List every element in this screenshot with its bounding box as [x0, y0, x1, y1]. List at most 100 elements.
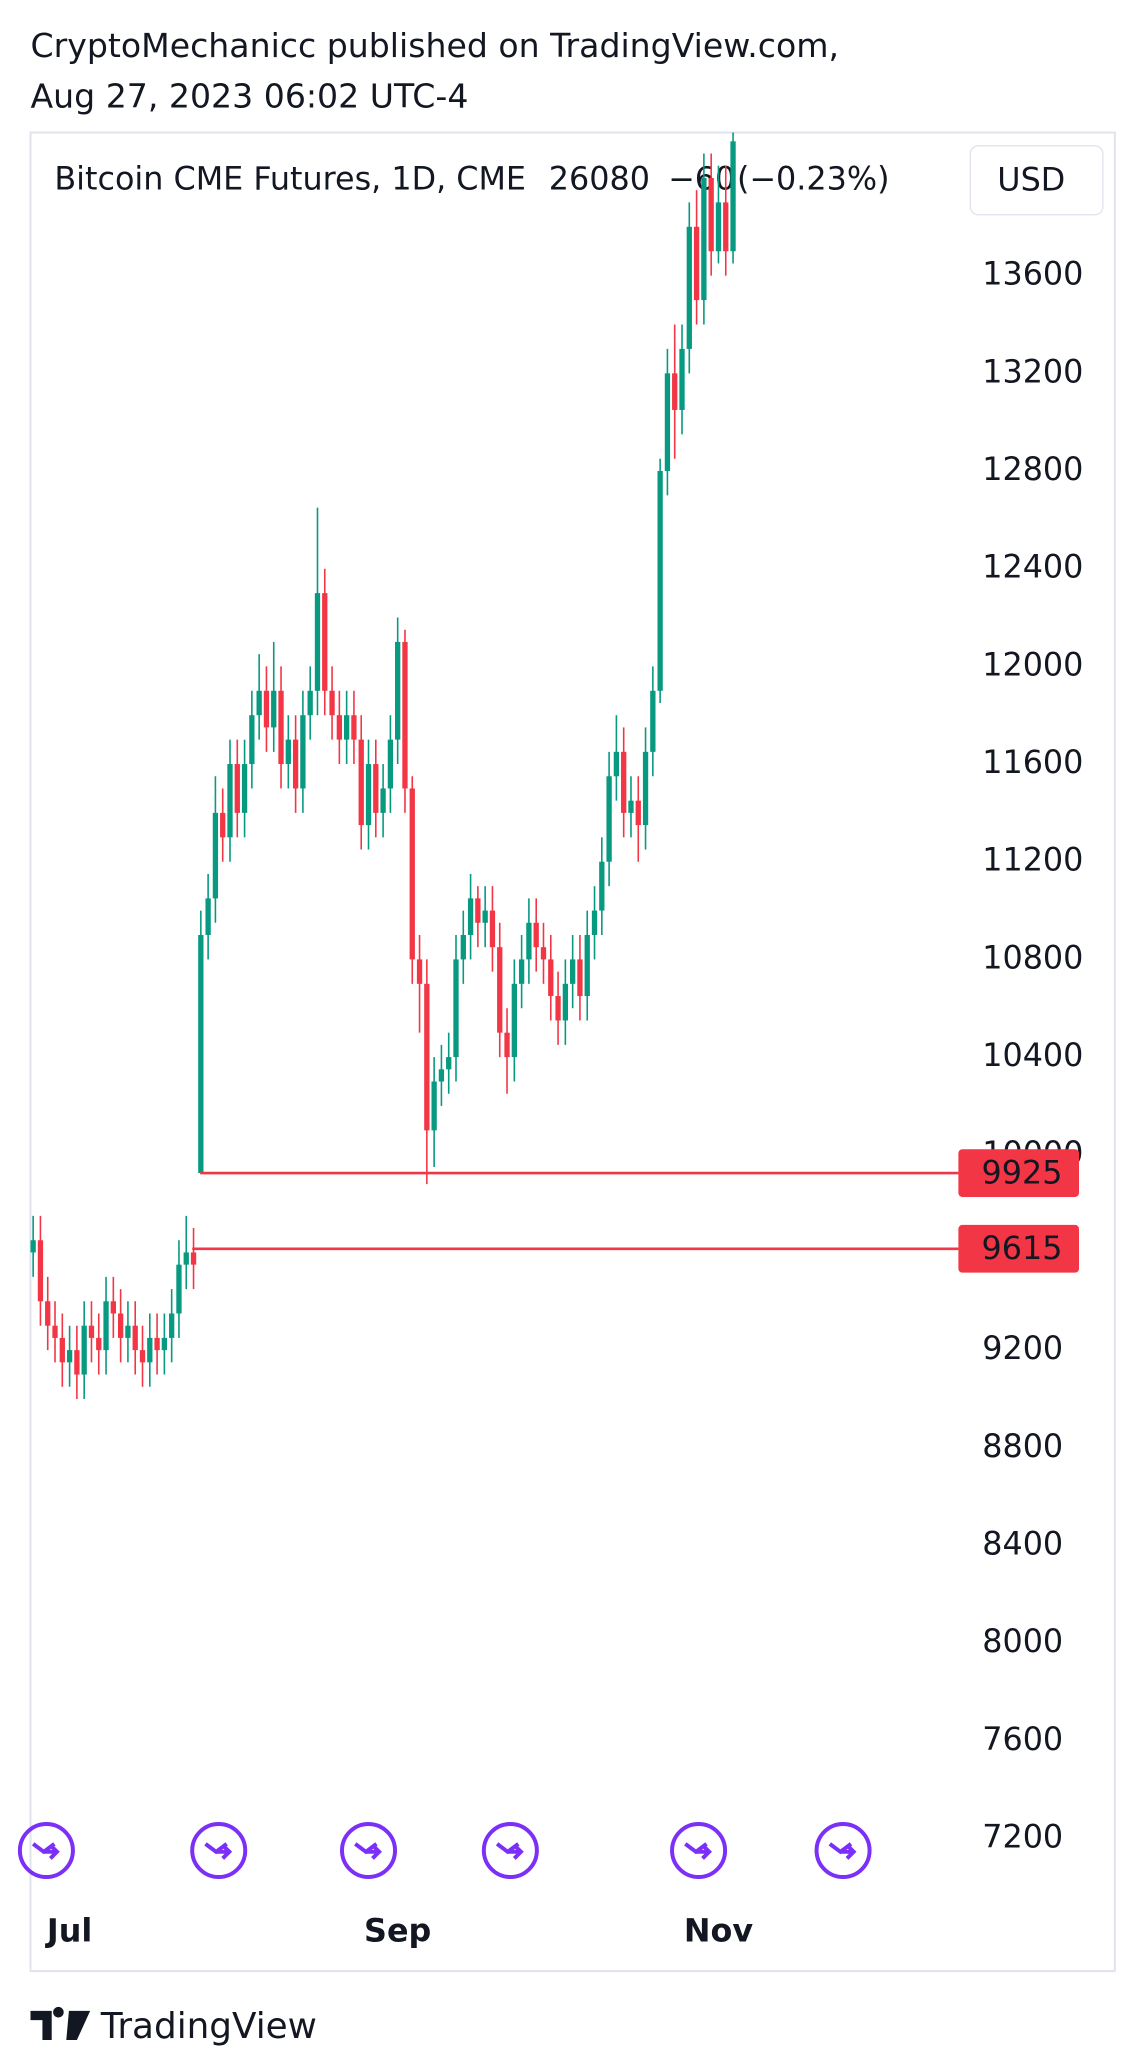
event-icon[interactable] [17, 1821, 75, 1879]
candle-body [518, 959, 525, 984]
candle-body [176, 1264, 182, 1314]
y-tick-label: 8800 [982, 1427, 1063, 1465]
y-tick-label: 11200 [982, 841, 1083, 879]
candle-body [358, 739, 364, 826]
candle-body [139, 1350, 146, 1363]
y-tick-label: 7600 [982, 1720, 1063, 1758]
price-label: 9615 [982, 1229, 1063, 1267]
candle-body [212, 812, 219, 899]
candle-body [169, 1313, 175, 1338]
candle-body [701, 177, 707, 301]
candle-body [482, 910, 488, 923]
price-label: 9925 [982, 1153, 1063, 1191]
event-icon[interactable] [670, 1821, 728, 1879]
brand: TradingView [100, 2006, 317, 2047]
candle-body [497, 947, 503, 1033]
candle-body [431, 1081, 437, 1131]
candle-body [30, 1240, 36, 1253]
candle-body [693, 226, 700, 301]
event-icon[interactable] [481, 1821, 539, 1879]
candle-body [715, 202, 722, 252]
candle-body [402, 641, 408, 789]
candle-body [467, 898, 474, 935]
candle-body [453, 959, 459, 1058]
candle-body [584, 934, 590, 997]
candle-body [511, 983, 517, 1058]
candle-body [365, 764, 372, 826]
candle-body [190, 1252, 197, 1265]
candle-body [329, 690, 335, 716]
candle-body [650, 690, 656, 752]
event-icon[interactable] [340, 1821, 398, 1879]
price-label-box [958, 1149, 1080, 1197]
candle-body [263, 690, 270, 728]
candle-body [147, 1337, 153, 1363]
candle-body [81, 1325, 87, 1375]
candle-body [103, 1301, 109, 1351]
candle-body [526, 922, 532, 960]
candle-body [387, 739, 394, 789]
candle-body [234, 764, 240, 813]
candle-body [74, 1350, 80, 1375]
y-tick-label: 9200 [982, 1329, 1063, 1367]
candle-body [395, 641, 401, 740]
price-change-percent: (−0.23%) [737, 159, 889, 197]
candles [30, 132, 736, 1399]
y-tick-label: 12800 [982, 450, 1083, 488]
candle-body [183, 1252, 189, 1265]
candle-body [489, 910, 496, 948]
candle-body [96, 1337, 102, 1351]
chart-frame [29, 131, 1116, 1973]
price-label-box [958, 1224, 1080, 1273]
candle-body [45, 1301, 51, 1326]
candle-body [59, 1337, 65, 1363]
currency-button[interactable] [969, 145, 1104, 216]
candle-body [642, 751, 649, 826]
candle-body [562, 983, 569, 1021]
candle-body [504, 1032, 510, 1058]
y-tick-label: 8400 [982, 1524, 1063, 1562]
candle-body [256, 690, 262, 716]
candle-body [621, 751, 627, 813]
candle-body [249, 715, 255, 765]
x-tick-label: Jul [45, 1912, 92, 1950]
y-tick-label: 10400 [982, 1036, 1083, 1074]
candle-body [664, 373, 671, 472]
candle-body [241, 764, 248, 813]
candle-body [285, 739, 291, 765]
currency: USD [997, 161, 1065, 199]
y-tick-label: 11600 [982, 743, 1083, 781]
candle-body [613, 751, 620, 777]
candle-body [300, 715, 306, 789]
candle-body [132, 1325, 138, 1351]
candle-body [577, 959, 583, 997]
candle-body [373, 764, 379, 813]
candle-body [446, 1057, 452, 1070]
candle-body [110, 1301, 116, 1314]
candle-body [438, 1069, 445, 1082]
candle-body [271, 690, 277, 728]
candle-body [460, 934, 466, 960]
candle-body [343, 715, 350, 740]
x-tick-label: Sep [364, 1912, 431, 1950]
candle-body [635, 800, 641, 826]
logo [30, 2006, 91, 2041]
candle-body [475, 898, 481, 923]
candle-body [548, 959, 554, 997]
candle-body [37, 1240, 44, 1302]
y-tick-label: 8000 [982, 1622, 1063, 1660]
candle-body [679, 348, 685, 410]
candle-body [198, 934, 204, 1174]
candle-body [161, 1337, 168, 1351]
candle-body [416, 959, 423, 984]
candle-body [540, 947, 547, 960]
candle-body [205, 898, 211, 935]
event-icon[interactable] [190, 1821, 248, 1879]
candle-body [380, 788, 386, 813]
y-tick-label: 12400 [982, 548, 1083, 586]
event-icon[interactable] [814, 1821, 872, 1879]
candle-body [227, 764, 233, 838]
candle-body [307, 690, 313, 716]
candle-body [154, 1337, 160, 1351]
